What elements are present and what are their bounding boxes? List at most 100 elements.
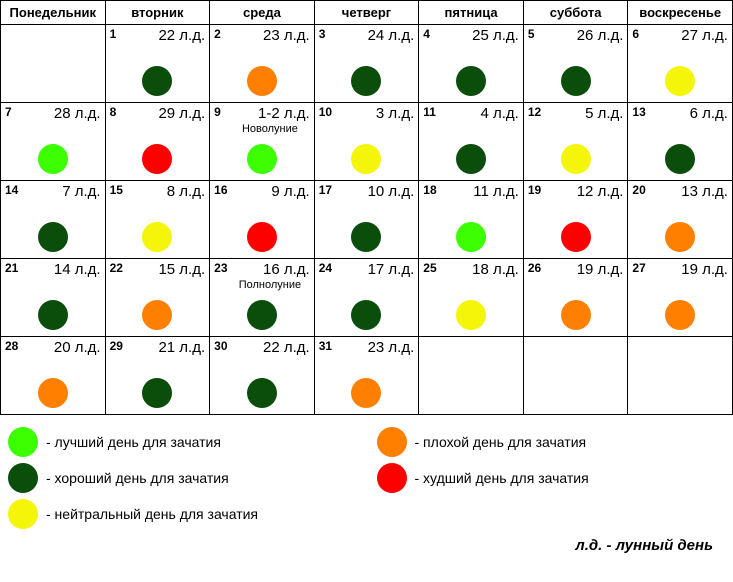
moon-phase-note: Новолуние <box>230 123 310 135</box>
day-number: 21 <box>5 261 18 275</box>
weekday-header: воскресенье <box>628 1 733 25</box>
status-dot <box>142 66 172 96</box>
legend-dot <box>8 499 38 529</box>
day-cell: 1811 л.д. <box>419 181 524 259</box>
lunar-day-label: 26 л.д. <box>577 27 624 44</box>
lunar-day-label: 8 л.д. <box>167 183 205 200</box>
day-cell: 223 л.д. <box>210 25 315 103</box>
lunar-day-label: 4 л.д. <box>480 105 518 122</box>
lunar-day-label: 10 л.д. <box>368 183 415 200</box>
day-number: 9 <box>214 105 221 119</box>
day-cell: 23 16 л.д.Полнолуние <box>210 259 315 337</box>
legend-item: - плохой день для зачатия <box>377 427 726 457</box>
day-number: 14 <box>5 183 18 197</box>
legend-dot <box>8 463 38 493</box>
calendar-grid: Понедельниквторниксредачетвергпятницасуб… <box>0 0 733 415</box>
day-number: 19 <box>528 183 541 197</box>
day-cell: 30 22 л.д. <box>210 337 315 415</box>
day-cell: 114 л.д. <box>419 103 524 181</box>
lunar-day-label: 19 л.д. <box>577 261 624 278</box>
day-cell: 2013 л.д. <box>628 181 733 259</box>
status-dot <box>247 300 277 330</box>
legend-item: - хороший день для зачатия <box>8 463 357 493</box>
status-dot <box>247 378 277 408</box>
day-cell: 122 л.д. <box>106 25 211 103</box>
weekday-header: пятница <box>419 1 524 25</box>
legend-label: - нейтральный день для зачатия <box>46 506 258 522</box>
status-dot <box>38 144 68 174</box>
status-dot <box>561 222 591 252</box>
lunar-day-label: 21 л.д. <box>158 339 205 356</box>
lunar-day-label: 12 л.д. <box>577 183 624 200</box>
footer-abbr: л.д. - лунный день <box>0 533 733 562</box>
day-number: 29 <box>110 339 123 353</box>
lunar-day-label: 5 л.д. <box>585 105 623 122</box>
lunar-day-label: 28 л.д. <box>54 105 101 122</box>
status-dot <box>247 144 277 174</box>
status-dot <box>142 144 172 174</box>
lunar-day-label: 22 л.д. <box>263 339 310 356</box>
weekday-header: Понедельник <box>1 1 106 25</box>
day-cell: 12 5 л.д. <box>524 103 629 181</box>
day-number: 28 <box>5 339 18 353</box>
status-dot <box>247 66 277 96</box>
legend-dot <box>377 427 407 457</box>
day-number: 27 <box>632 261 645 275</box>
lunar-day-label: 16 л.д. <box>263 261 310 278</box>
status-dot <box>351 300 381 330</box>
empty-cell <box>419 337 524 415</box>
day-number: 15 <box>110 183 123 197</box>
legend: - лучший день для зачатия - плохой день д… <box>0 415 733 533</box>
legend-dot <box>8 427 38 457</box>
day-number: 20 <box>632 183 645 197</box>
status-dot <box>665 144 695 174</box>
status-dot <box>351 144 381 174</box>
status-dot <box>142 222 172 252</box>
day-number: 7 <box>5 105 12 119</box>
day-number: 12 <box>528 105 541 119</box>
day-number: 25 <box>423 261 436 275</box>
day-cell: 2820 л.д. <box>1 337 106 415</box>
lunar-day-label: 25 л.д. <box>472 27 519 44</box>
status-dot <box>351 222 381 252</box>
day-number: 18 <box>423 183 436 197</box>
lunar-day-label: 6 л.д. <box>690 105 728 122</box>
legend-item: - худший день для зачатия <box>377 463 726 493</box>
legend-item: - нейтральный день для зачатия <box>8 499 357 529</box>
day-cell: 627 л.д. <box>628 25 733 103</box>
legend-label: - плохой день для зачатия <box>415 434 587 450</box>
legend-item: - лучший день для зачатия <box>8 427 357 457</box>
lunar-day-label: 18 л.д. <box>472 261 519 278</box>
status-dot <box>665 66 695 96</box>
day-cell: 147 л.д. <box>1 181 106 259</box>
moon-phase-note: Полнолуние <box>230 279 310 291</box>
lunar-day-label: 22 л.д. <box>158 27 205 44</box>
lunar-day-label: 14 л.д. <box>54 261 101 278</box>
status-dot <box>38 300 68 330</box>
lunar-day-label: 3 л.д. <box>376 105 414 122</box>
legend-label: - худший день для зачатия <box>415 470 589 486</box>
status-dot <box>351 378 381 408</box>
day-number: 8 <box>110 105 117 119</box>
legend-label: - хороший день для зачатия <box>46 470 229 486</box>
day-cell: 9 1-2 л.д.Новолуние <box>210 103 315 181</box>
status-dot <box>561 300 591 330</box>
day-cell: 1710 л.д. <box>315 181 420 259</box>
weekday-header: вторник <box>106 1 211 25</box>
day-cell: 25 18 л.д. <box>419 259 524 337</box>
lunar-day-label: 29 л.д. <box>158 105 205 122</box>
legend-dot <box>377 463 407 493</box>
weekday-header: четверг <box>315 1 420 25</box>
day-number: 30 <box>214 339 227 353</box>
lunar-day-label: 1-2 л.д. <box>258 105 310 122</box>
lunar-day-label: 19 л.д. <box>681 261 728 278</box>
day-cell: 19 12 л.д. <box>524 181 629 259</box>
status-dot <box>142 300 172 330</box>
day-number: 2 <box>214 27 221 41</box>
day-cell: 21 14 л.д. <box>1 259 106 337</box>
day-number: 23 <box>214 261 227 275</box>
day-cell: 136 л.д. <box>628 103 733 181</box>
status-dot <box>456 222 486 252</box>
day-cell: 103 л.д. <box>315 103 420 181</box>
status-dot <box>38 378 68 408</box>
